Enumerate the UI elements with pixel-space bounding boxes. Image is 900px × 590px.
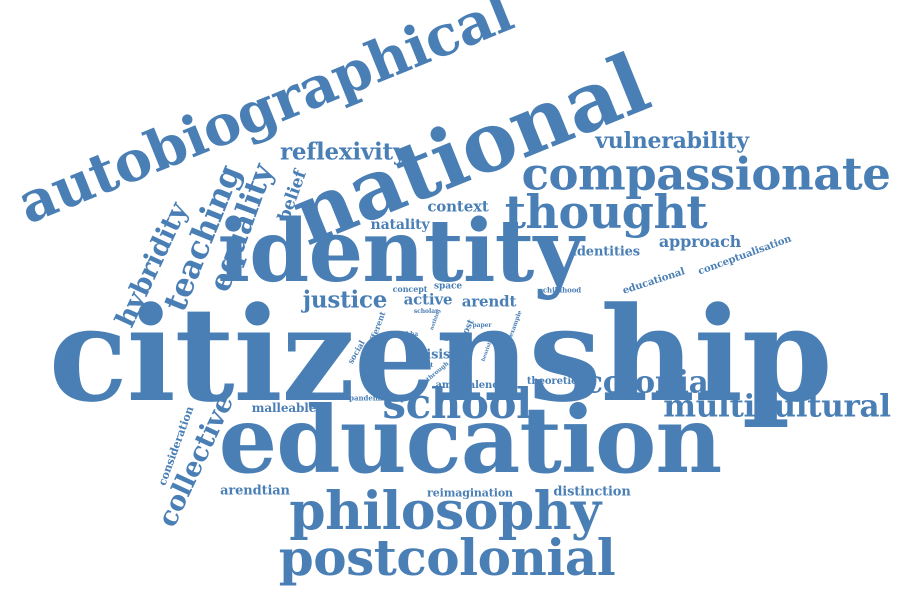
- word-colonial: colonial: [584, 364, 720, 401]
- word-identities: identities: [572, 244, 640, 260]
- word-arendt: arendt: [461, 292, 517, 311]
- word-citizenship: citizenship: [48, 278, 833, 431]
- word-malleable: malleable: [251, 401, 317, 415]
- word-account: account: [406, 362, 434, 369]
- word-postcolonial: postcolonial: [278, 528, 616, 587]
- word-space: space: [434, 281, 462, 292]
- word-compassionate: compassionate: [521, 147, 891, 201]
- word-reflexivity: reflexivity: [279, 138, 407, 166]
- word-philosophy: philosophy: [289, 481, 601, 542]
- word-active: active: [403, 290, 453, 309]
- word-pandemic: pandemic: [349, 393, 387, 403]
- word-ambivalence: ambivalence: [435, 380, 505, 391]
- word-thought: thought: [504, 185, 708, 239]
- word-multicultural: multicultural: [663, 388, 891, 425]
- word-justice: justice: [302, 286, 388, 314]
- word-identity: identity: [217, 201, 583, 302]
- word-theoretical: theoretical: [526, 376, 588, 387]
- word-childhood: childhood: [542, 285, 582, 295]
- word-vulnerability: vulnerability: [595, 128, 749, 154]
- word-scholar: scholar: [413, 308, 439, 315]
- word-context: context: [427, 197, 489, 216]
- word-debate: debate: [443, 336, 467, 343]
- word-bhabha: bhabha: [393, 331, 419, 338]
- word-distinction: distinction: [553, 484, 631, 500]
- word-concept: concept: [392, 284, 428, 294]
- word-crisis: crisis: [411, 347, 451, 363]
- word-arendtian: arendtian: [220, 483, 290, 499]
- word-school: school: [382, 379, 532, 428]
- word-reimagination: reimagination: [427, 486, 513, 500]
- word-natality: natality: [370, 217, 430, 233]
- word-education: education: [218, 386, 723, 494]
- word-approach: approach: [658, 232, 742, 251]
- word-paper: paper: [472, 322, 492, 329]
